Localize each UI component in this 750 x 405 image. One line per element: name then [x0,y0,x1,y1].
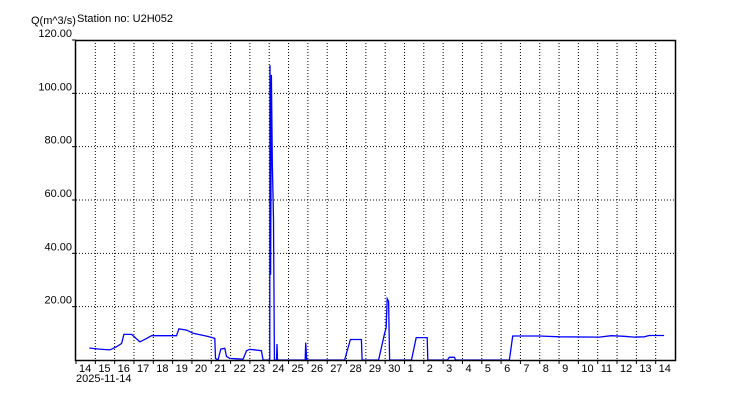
y-axis-unit-label: Q(m^3/s) [31,15,76,27]
x-tick-label: 13 [639,363,651,375]
y-tick-label: 20.00 [44,295,72,307]
x-tick-label: 25 [292,363,304,375]
y-axis-ticks: 20.00 40.00 60.00 80.00 100.00 120.00 [38,28,76,308]
x-tick-label: 14 [659,363,671,375]
x-tick-label: 23 [253,363,265,375]
y-tick-label: 80.00 [44,135,72,147]
x-tick-label: 22 [234,363,246,375]
x-tick-label: 4 [465,363,471,375]
x-tick-label: 14 [79,363,91,375]
x-tick-label: 28 [350,363,362,375]
x-tick-label: 3 [446,363,452,375]
gridlines [76,40,675,360]
x-tick-label: 8 [543,363,549,375]
x-tick-label: 27 [330,363,342,375]
y-tick-label: 120.00 [38,28,72,40]
discharge-series-line [89,65,665,362]
x-tick-label: 30 [388,363,400,375]
x-tick-label: 12 [620,363,632,375]
x-tick-label: 20 [195,363,207,375]
x-tick-label: 18 [156,363,168,375]
x-tick-label: 17 [137,363,149,375]
x-axis-ticks: 14 15 16 17 18 19 20 21 22 23 24 25 26 27 28 29 30 1 2 3 4 5 6… [75,360,671,375]
x-tick-label: 19 [176,363,188,375]
x-tick-label: 1 [407,363,413,375]
x-tick-label: 9 [562,363,568,375]
x-tick-label: 10 [581,363,593,375]
x-tick-label: 26 [311,363,323,375]
x-tick-label: 5 [485,363,491,375]
y-tick-label: 100.00 [38,81,72,93]
x-tick-label: 15 [98,363,110,375]
x-tick-label: 29 [369,363,381,375]
x-tick-label: 7 [523,363,529,375]
x-tick-label: 11 [601,363,612,375]
plot-frame [74,39,677,362]
y-tick-label: 60.00 [44,188,72,200]
x-tick-label: 21 [214,363,226,375]
y-tick-label: 40.00 [44,241,72,253]
x-tick-label: 24 [272,363,284,375]
x-tick-label: 2 [427,363,433,375]
x-tick-label: 6 [504,363,510,375]
x-tick-label: 16 [118,363,130,375]
start-date-label: 2025-11-14 [76,373,131,385]
station-title: Station no: U2H052 [77,13,173,25]
